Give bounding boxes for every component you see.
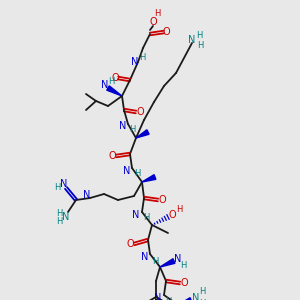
Text: N: N xyxy=(131,57,139,67)
Text: H: H xyxy=(108,76,114,85)
Text: O: O xyxy=(162,27,170,37)
Text: H: H xyxy=(154,10,160,19)
Text: O: O xyxy=(168,210,176,220)
Text: N: N xyxy=(101,80,109,90)
Polygon shape xyxy=(178,298,192,300)
Polygon shape xyxy=(160,259,175,267)
Text: O: O xyxy=(158,195,166,205)
Polygon shape xyxy=(107,86,122,96)
Text: N: N xyxy=(119,121,127,131)
Text: H: H xyxy=(196,32,202,40)
Text: H: H xyxy=(129,124,135,134)
Text: O: O xyxy=(126,239,134,249)
Text: H: H xyxy=(176,205,182,214)
Text: N: N xyxy=(154,293,162,300)
Text: H: H xyxy=(56,209,62,218)
Text: O: O xyxy=(136,107,144,117)
Text: N: N xyxy=(174,254,182,264)
Polygon shape xyxy=(142,175,156,182)
Text: H: H xyxy=(134,169,140,178)
Text: N: N xyxy=(60,179,68,189)
Text: H: H xyxy=(180,260,186,269)
Text: N: N xyxy=(188,35,196,45)
Text: O: O xyxy=(108,151,116,161)
Text: N: N xyxy=(192,293,200,300)
Text: H: H xyxy=(54,184,60,193)
Text: H: H xyxy=(199,298,205,300)
Text: H: H xyxy=(165,298,171,300)
Text: O: O xyxy=(180,278,188,288)
Text: N: N xyxy=(62,212,70,222)
Text: N: N xyxy=(132,210,140,220)
Text: H: H xyxy=(139,52,145,62)
Text: H: H xyxy=(152,256,158,266)
Text: N: N xyxy=(141,252,149,262)
Text: H: H xyxy=(199,287,205,296)
Polygon shape xyxy=(136,130,149,138)
Text: N: N xyxy=(123,166,131,176)
Text: H: H xyxy=(197,40,203,50)
Text: H: H xyxy=(56,218,62,226)
Text: O: O xyxy=(149,17,157,27)
Text: N: N xyxy=(83,190,91,200)
Text: H: H xyxy=(143,214,149,223)
Text: O: O xyxy=(111,73,119,83)
